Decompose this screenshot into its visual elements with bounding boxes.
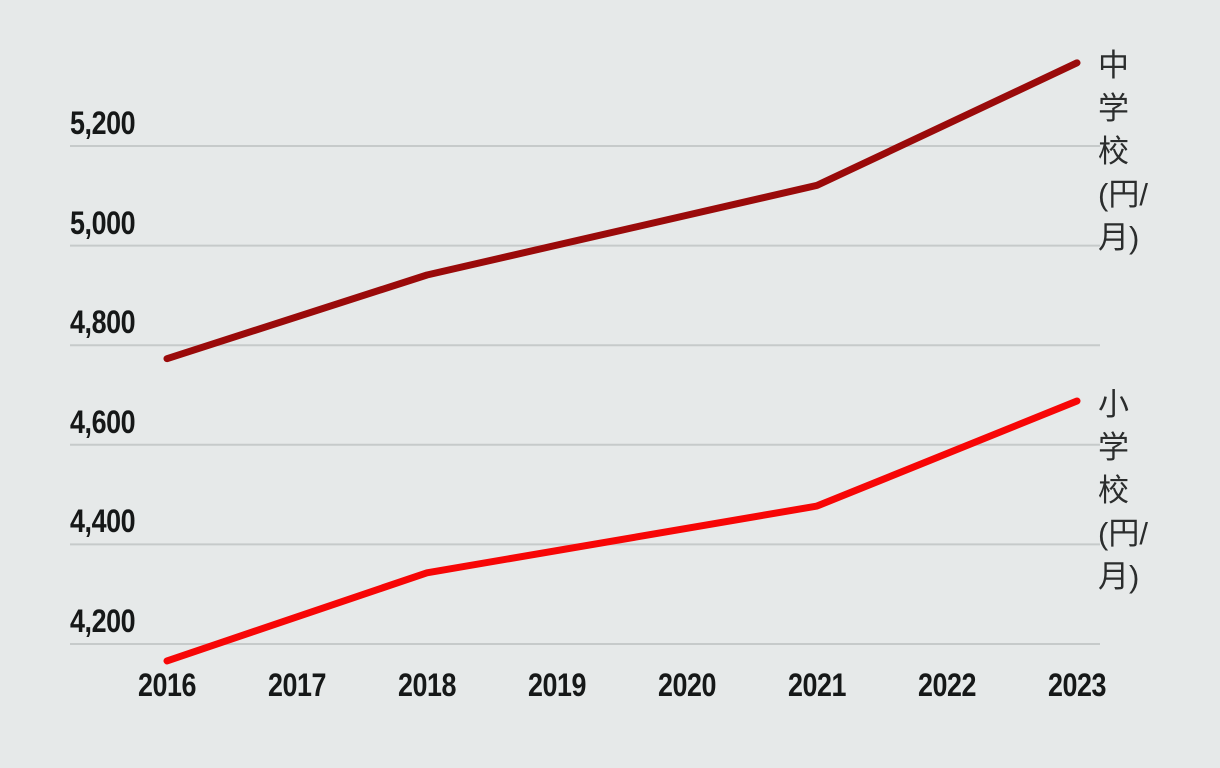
y-tick-label: 5,200 <box>70 105 136 141</box>
x-tick-label: 2022 <box>917 667 977 703</box>
y-tick-label: 4,600 <box>70 403 136 440</box>
series-label-shogakko: 小 学 校 (円/ 月) <box>1098 387 1148 594</box>
x-tick-label: 2023 <box>1047 667 1107 703</box>
y-tick-label: 4,400 <box>70 503 136 540</box>
x-tick-label: 2021 <box>787 667 847 703</box>
x-tick-label: 2016 <box>137 667 197 703</box>
y-tick-label: 4,200 <box>70 603 136 639</box>
x-tick-label: 2017 <box>267 667 327 703</box>
x-tick-label: 2018 <box>397 667 457 703</box>
x-tick-label: 2019 <box>527 667 587 703</box>
x-tick-label: 2020 <box>657 667 717 703</box>
line-series-0 <box>163 59 1081 363</box>
y-tick-label: 5,000 <box>70 204 136 241</box>
line-series-1 <box>163 397 1081 665</box>
series-label-chugakko: 中 学 校 (円/ 月) <box>1098 48 1148 255</box>
y-tick-label: 4,800 <box>70 304 136 341</box>
